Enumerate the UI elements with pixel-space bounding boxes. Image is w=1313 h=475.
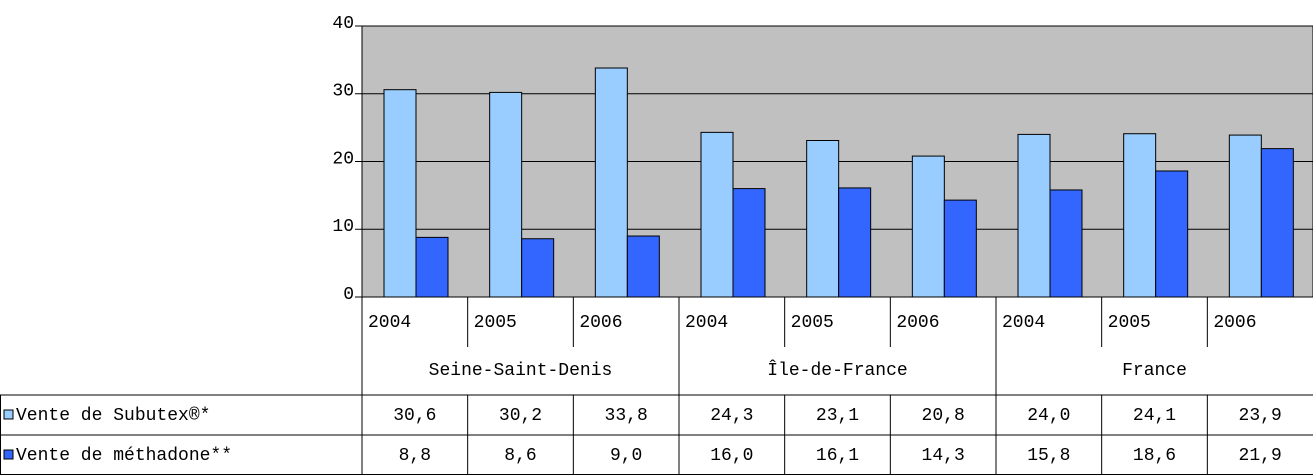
legend-label: Vente de Subutex®* — [16, 406, 210, 426]
bar — [415, 236, 449, 298]
x-tick-label: 2005 — [474, 313, 517, 333]
table-value: 8,6 — [504, 446, 536, 466]
table-value: 14,3 — [922, 446, 965, 466]
bar — [943, 199, 977, 298]
group-label: Île-de-France — [767, 359, 907, 381]
bar — [1228, 134, 1262, 298]
group-label: Seine-Saint-Denis — [429, 361, 613, 381]
bar — [383, 89, 417, 298]
bar — [626, 235, 660, 298]
x-tick-label: 2004 — [685, 313, 728, 333]
y-tick-label: 30 — [332, 82, 354, 102]
bar — [521, 238, 555, 298]
bar — [1049, 189, 1083, 298]
x-tick-label: 2006 — [896, 313, 939, 333]
bar — [1017, 133, 1051, 298]
x-tick-label: 2006 — [579, 313, 622, 333]
bar — [911, 155, 945, 298]
table-value: 24,0 — [1027, 406, 1070, 426]
table-value: 15,8 — [1027, 446, 1070, 466]
group-label: France — [1122, 361, 1187, 381]
bar — [1155, 170, 1189, 298]
table-value: 23,9 — [1239, 406, 1282, 426]
table-value: 23,1 — [816, 406, 859, 426]
table-value: 21,9 — [1239, 446, 1282, 466]
table-value: 9,0 — [610, 446, 642, 466]
x-tick-label: 2006 — [1213, 313, 1256, 333]
table-value: 24,3 — [710, 406, 753, 426]
bar — [1260, 148, 1294, 298]
bar — [806, 139, 840, 298]
bar — [700, 131, 734, 298]
table-value: 20,8 — [922, 406, 965, 426]
x-tick-label: 2004 — [368, 313, 411, 333]
bar — [489, 91, 523, 298]
bar — [838, 187, 872, 298]
table-value: 16,1 — [816, 446, 859, 466]
table-value: 33,8 — [605, 406, 648, 426]
x-tick-label: 2004 — [1002, 313, 1045, 333]
y-tick-label: 10 — [332, 217, 354, 237]
bar — [594, 67, 628, 298]
table-value: 24,1 — [1133, 406, 1176, 426]
y-tick-label: 40 — [332, 14, 354, 34]
y-tick-label: 0 — [343, 285, 354, 305]
table-value: 30,2 — [499, 406, 542, 426]
x-tick-label: 2005 — [791, 313, 834, 333]
bar — [732, 188, 766, 298]
bar — [1123, 133, 1157, 298]
legend-label: Vente de méthadone** — [16, 446, 232, 466]
legend-swatch — [3, 449, 14, 460]
table-value: 16,0 — [710, 446, 753, 466]
y-tick-label: 20 — [332, 149, 354, 169]
table-value: 30,6 — [393, 406, 436, 426]
table-value: 18,6 — [1133, 446, 1176, 466]
x-tick-label: 2005 — [1108, 313, 1151, 333]
legend-swatch — [3, 409, 14, 420]
table-value: 8,8 — [399, 446, 431, 466]
